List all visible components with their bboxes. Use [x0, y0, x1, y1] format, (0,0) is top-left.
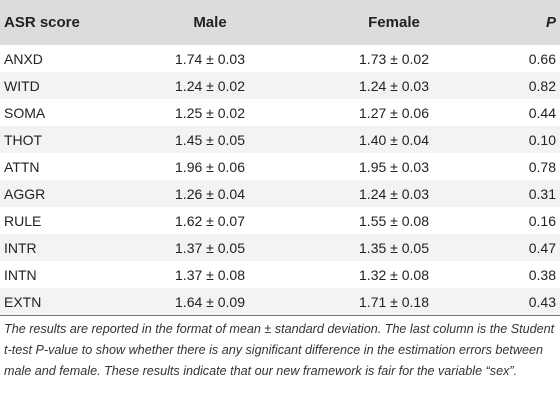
cell-male: 1.26 ± 0.04: [175, 185, 245, 202]
cell-male: 1.25 ± 0.02: [175, 104, 245, 121]
cell-asr-score: EXTN: [4, 293, 42, 310]
table-divider: [0, 315, 560, 316]
cell-p-value: 0.38: [528, 266, 556, 283]
header-row: ASR score Male Female P: [0, 0, 560, 45]
header-asr-score: ASR score: [4, 14, 80, 31]
table-body: ANXD 1.74 ± 0.03 1.73 ± 0.02 0.66 WITD 1…: [0, 45, 560, 315]
cell-female: 1.55 ± 0.08: [359, 212, 429, 229]
header-female: Female: [368, 14, 420, 31]
cell-male: 1.74 ± 0.03: [175, 50, 245, 67]
cell-asr-score: AGGR: [4, 185, 46, 202]
cell-p-value: 0.10: [528, 131, 556, 148]
table-row: ATTN 1.96 ± 0.06 1.95 ± 0.03 0.78: [0, 153, 560, 180]
cell-female: 1.27 ± 0.06: [359, 104, 429, 121]
table-row: RULE 1.62 ± 0.07 1.55 ± 0.08 0.16: [0, 207, 560, 234]
results-table: ASR score Male Female P ANXD 1.74 ± 0.03…: [0, 0, 560, 315]
table-caption: The results are reported in the format o…: [4, 322, 555, 378]
cell-p-value: 0.47: [528, 239, 556, 256]
table-row: SOMA 1.25 ± 0.02 1.27 ± 0.06 0.44: [0, 99, 560, 126]
cell-male: 1.62 ± 0.07: [175, 212, 245, 229]
cell-female: 1.71 ± 0.18: [359, 293, 429, 310]
cell-female: 1.40 ± 0.04: [359, 131, 429, 148]
table-row: WITD 1.24 ± 0.02 1.24 ± 0.03 0.82: [0, 72, 560, 99]
cell-female: 1.73 ± 0.02: [359, 50, 429, 67]
table-row: INTN 1.37 ± 0.08 1.32 ± 0.08 0.38: [0, 261, 560, 288]
cell-male: 1.96 ± 0.06: [175, 158, 245, 175]
cell-asr-score: THOT: [4, 131, 43, 148]
cell-male: 1.64 ± 0.09: [175, 293, 245, 310]
results-table-container: ASR score Male Female P ANXD 1.74 ± 0.03…: [0, 0, 560, 378]
cell-asr-score: RULE: [4, 212, 42, 229]
table-row: EXTN 1.64 ± 0.09 1.71 ± 0.18 0.43: [0, 288, 560, 315]
table-row: ANXD 1.74 ± 0.03 1.73 ± 0.02 0.66: [0, 45, 560, 72]
cell-female: 1.32 ± 0.08: [359, 266, 429, 283]
cell-female: 1.24 ± 0.03: [359, 185, 429, 202]
table-header: ASR score Male Female P: [0, 0, 560, 45]
header-male: Male: [193, 14, 227, 31]
cell-p-value: 0.16: [528, 212, 556, 229]
cell-p-value: 0.43: [528, 293, 556, 310]
cell-p-value: 0.82: [528, 77, 556, 94]
cell-asr-score: WITD: [4, 77, 40, 94]
cell-asr-score: INTR: [4, 239, 37, 256]
cell-asr-score: ANXD: [4, 50, 43, 67]
cell-male: 1.45 ± 0.05: [175, 131, 245, 148]
cell-asr-score: SOMA: [4, 104, 46, 121]
cell-male: 1.37 ± 0.08: [175, 266, 245, 283]
cell-female: 1.24 ± 0.03: [359, 77, 429, 94]
cell-male: 1.24 ± 0.02: [175, 77, 245, 94]
cell-asr-score: ATTN: [4, 158, 40, 175]
cell-p-value: 0.31: [528, 185, 556, 202]
cell-p-value: 0.66: [528, 50, 556, 67]
table-row: AGGR 1.26 ± 0.04 1.24 ± 0.03 0.31: [0, 180, 560, 207]
cell-p-value: 0.44: [528, 104, 556, 121]
cell-p-value: 0.78: [528, 158, 556, 175]
table-row: INTR 1.37 ± 0.05 1.35 ± 0.05 0.47: [0, 234, 560, 261]
cell-female: 1.35 ± 0.05: [359, 239, 429, 256]
table-row: THOT 1.45 ± 0.05 1.40 ± 0.04 0.10: [0, 126, 560, 153]
header-p-value: P: [545, 14, 556, 31]
cell-asr-score: INTN: [4, 266, 37, 283]
cell-male: 1.37 ± 0.05: [175, 239, 245, 256]
cell-female: 1.95 ± 0.03: [359, 158, 429, 175]
